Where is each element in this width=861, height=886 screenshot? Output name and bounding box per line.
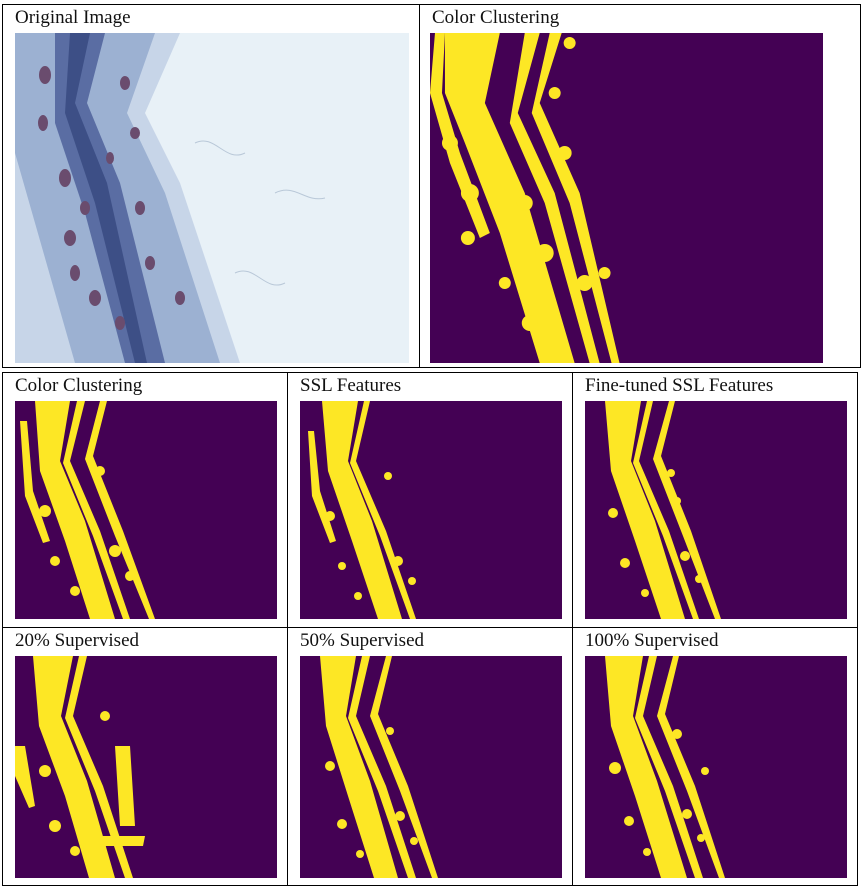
- grid-cell-50-supervised: 50% Supervised: [287, 627, 573, 886]
- top-color-clustering-mask: [430, 33, 823, 363]
- grid-cell-100-supervised: 100% Supervised: [572, 627, 858, 886]
- grid-label-100-supervised: 100% Supervised: [585, 630, 719, 651]
- grid-label-50-supervised: 50% Supervised: [300, 630, 425, 651]
- mask-100-supervised: [585, 656, 847, 878]
- mask-ssl-features: [300, 401, 562, 619]
- original-image-label: Original Image: [15, 7, 131, 28]
- grid-label-20-supervised: 20% Supervised: [15, 630, 140, 651]
- grid-cell-ssl-features: SSL Features: [287, 372, 573, 628]
- grid-cell-20-supervised: 20% Supervised: [2, 627, 288, 886]
- mask-fine-tuned-ssl: [585, 401, 847, 619]
- original-image-cell: Original Image: [2, 4, 420, 368]
- grid-label-ssl-features: SSL Features: [300, 375, 402, 396]
- grid-cell-fine-tuned-ssl: Fine-tuned SSL Features: [572, 372, 858, 628]
- grid-label-fine-tuned-ssl: Fine-tuned SSL Features: [585, 375, 774, 396]
- mask-50-supervised: [300, 656, 562, 878]
- original-micrograph: [15, 33, 409, 363]
- top-color-clustering-label: Color Clustering: [432, 7, 560, 28]
- mask-20-supervised: [15, 656, 277, 878]
- grid-label-color-clustering: Color Clustering: [15, 375, 143, 396]
- grid-cell-color-clustering: Color Clustering: [2, 372, 288, 628]
- top-color-clustering-cell: Color Clustering: [419, 4, 861, 368]
- mask-color-clustering: [15, 401, 277, 619]
